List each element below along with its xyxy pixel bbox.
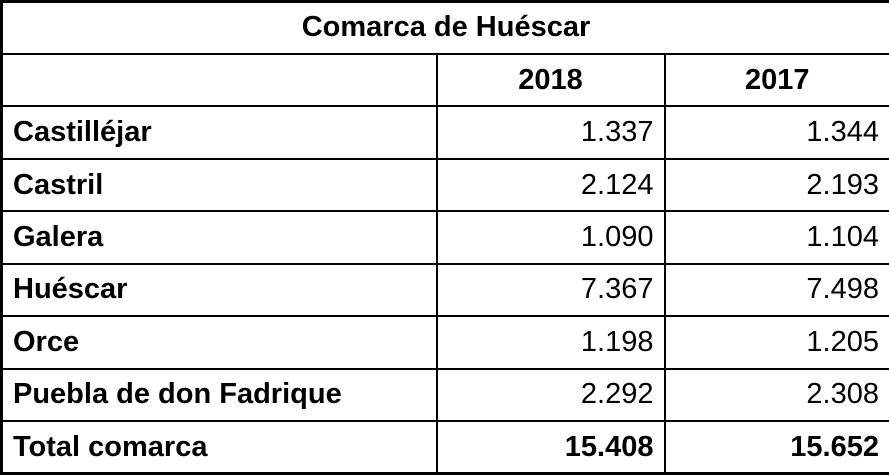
table-row: Castilléjar 1.337 1.344 xyxy=(0,105,889,160)
total-row: Total comarca 15.408 15.652 xyxy=(0,420,889,475)
header-year-2018: 2018 xyxy=(435,52,666,108)
row-label: Galera xyxy=(0,210,438,265)
table-title: Comarca de Huéscar xyxy=(0,0,889,55)
row-value-2018: 2.124 xyxy=(435,157,666,213)
table-row: Huéscar 7.367 7.498 xyxy=(0,262,889,318)
row-value-2017: 7.498 xyxy=(663,262,889,318)
row-value-2017: 1.104 xyxy=(663,210,889,265)
row-value-2017: 1.344 xyxy=(663,105,889,160)
row-value-2018: 2.292 xyxy=(435,367,666,423)
row-value-2018: 1.337 xyxy=(435,105,666,160)
total-value-2018: 15.408 xyxy=(435,420,666,475)
row-label: Castilléjar xyxy=(0,105,438,160)
row-label: Castril xyxy=(0,157,438,213)
row-label: Orce xyxy=(0,315,438,370)
total-value-2017: 15.652 xyxy=(663,420,889,475)
row-value-2018: 1.198 xyxy=(435,315,666,370)
table-row: Galera 1.090 1.104 xyxy=(0,210,889,265)
title-row: Comarca de Huéscar xyxy=(0,0,889,55)
header-row: 2018 2017 xyxy=(0,52,889,108)
row-value-2018: 1.090 xyxy=(435,210,666,265)
total-label: Total comarca xyxy=(0,420,438,475)
row-label: Puebla de don Fadrique xyxy=(0,367,438,423)
header-empty-cell xyxy=(0,52,438,108)
row-value-2017: 1.205 xyxy=(663,315,889,370)
row-value-2018: 7.367 xyxy=(435,262,666,318)
header-year-2017: 2017 xyxy=(663,52,889,108)
table-row: Orce 1.198 1.205 xyxy=(0,315,889,370)
row-label: Huéscar xyxy=(0,262,438,318)
row-value-2017: 2.308 xyxy=(663,367,889,423)
table-row: Castril 2.124 2.193 xyxy=(0,157,889,213)
row-value-2017: 2.193 xyxy=(663,157,889,213)
table-row: Puebla de don Fadrique 2.292 2.308 xyxy=(0,367,889,423)
